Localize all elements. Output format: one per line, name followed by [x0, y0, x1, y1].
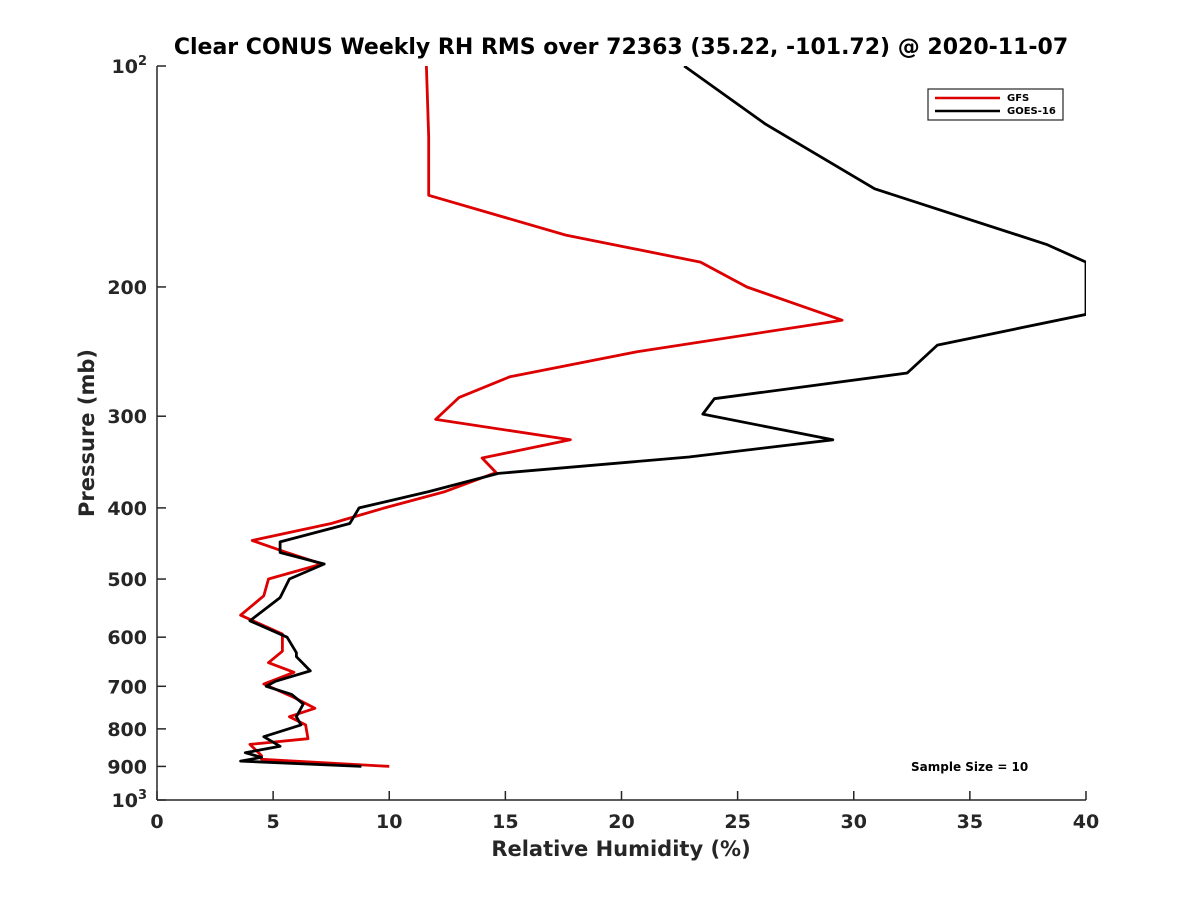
y-ticks: 102 200 300 400 500 600 700 800 900 103	[107, 54, 166, 812]
x-tick-label: 10	[376, 811, 402, 833]
y-tick-label: 800	[107, 719, 147, 741]
legend-label-goes16: GOES-16	[1007, 106, 1056, 117]
y-tick-label: 400	[107, 498, 147, 520]
y-tick-label: 700	[107, 676, 147, 698]
y-tick-label: 900	[107, 756, 147, 778]
legend: GFS GOES-16	[927, 88, 1064, 121]
x-tick-label: 5	[267, 811, 280, 833]
sample-size-annotation: Sample Size = 10	[911, 760, 1028, 774]
series-line-goes16	[239, 66, 1086, 768]
x-tick-label: 20	[608, 811, 634, 833]
series-line-gfs	[239, 66, 844, 768]
x-tick-label: 25	[724, 811, 750, 833]
y-tick-label: 500	[107, 569, 147, 591]
y-axis-title: Pressure (mb)	[75, 349, 99, 517]
y-tick-label: 600	[107, 627, 147, 649]
x-tick-label: 15	[492, 811, 518, 833]
x-tick-label: 30	[841, 811, 867, 833]
chart-title: Clear CONUS Weekly RH RMS over 72363 (35…	[174, 35, 1068, 60]
y-tick-label: 102	[112, 54, 148, 78]
x-tick-label: 0	[150, 811, 163, 833]
legend-label-gfs: GFS	[1007, 93, 1029, 104]
x-tick-label: 40	[1073, 811, 1099, 833]
x-tick-label: 35	[957, 811, 983, 833]
y-tick-label: 200	[107, 277, 147, 299]
y-tick-label: 103	[112, 788, 148, 812]
legend-box	[927, 88, 1064, 121]
x-ticks: 0 5 10 15 20 25 30 35 40	[150, 791, 1099, 833]
series-layer	[239, 66, 1086, 768]
x-axis-title: Relative Humidity (%)	[491, 837, 750, 861]
plot-area: 0 5 10 15 20 25 30 35 40 102 200 300 400 500 600 700 80…	[107, 54, 1099, 833]
y-tick-label: 300	[107, 406, 147, 428]
